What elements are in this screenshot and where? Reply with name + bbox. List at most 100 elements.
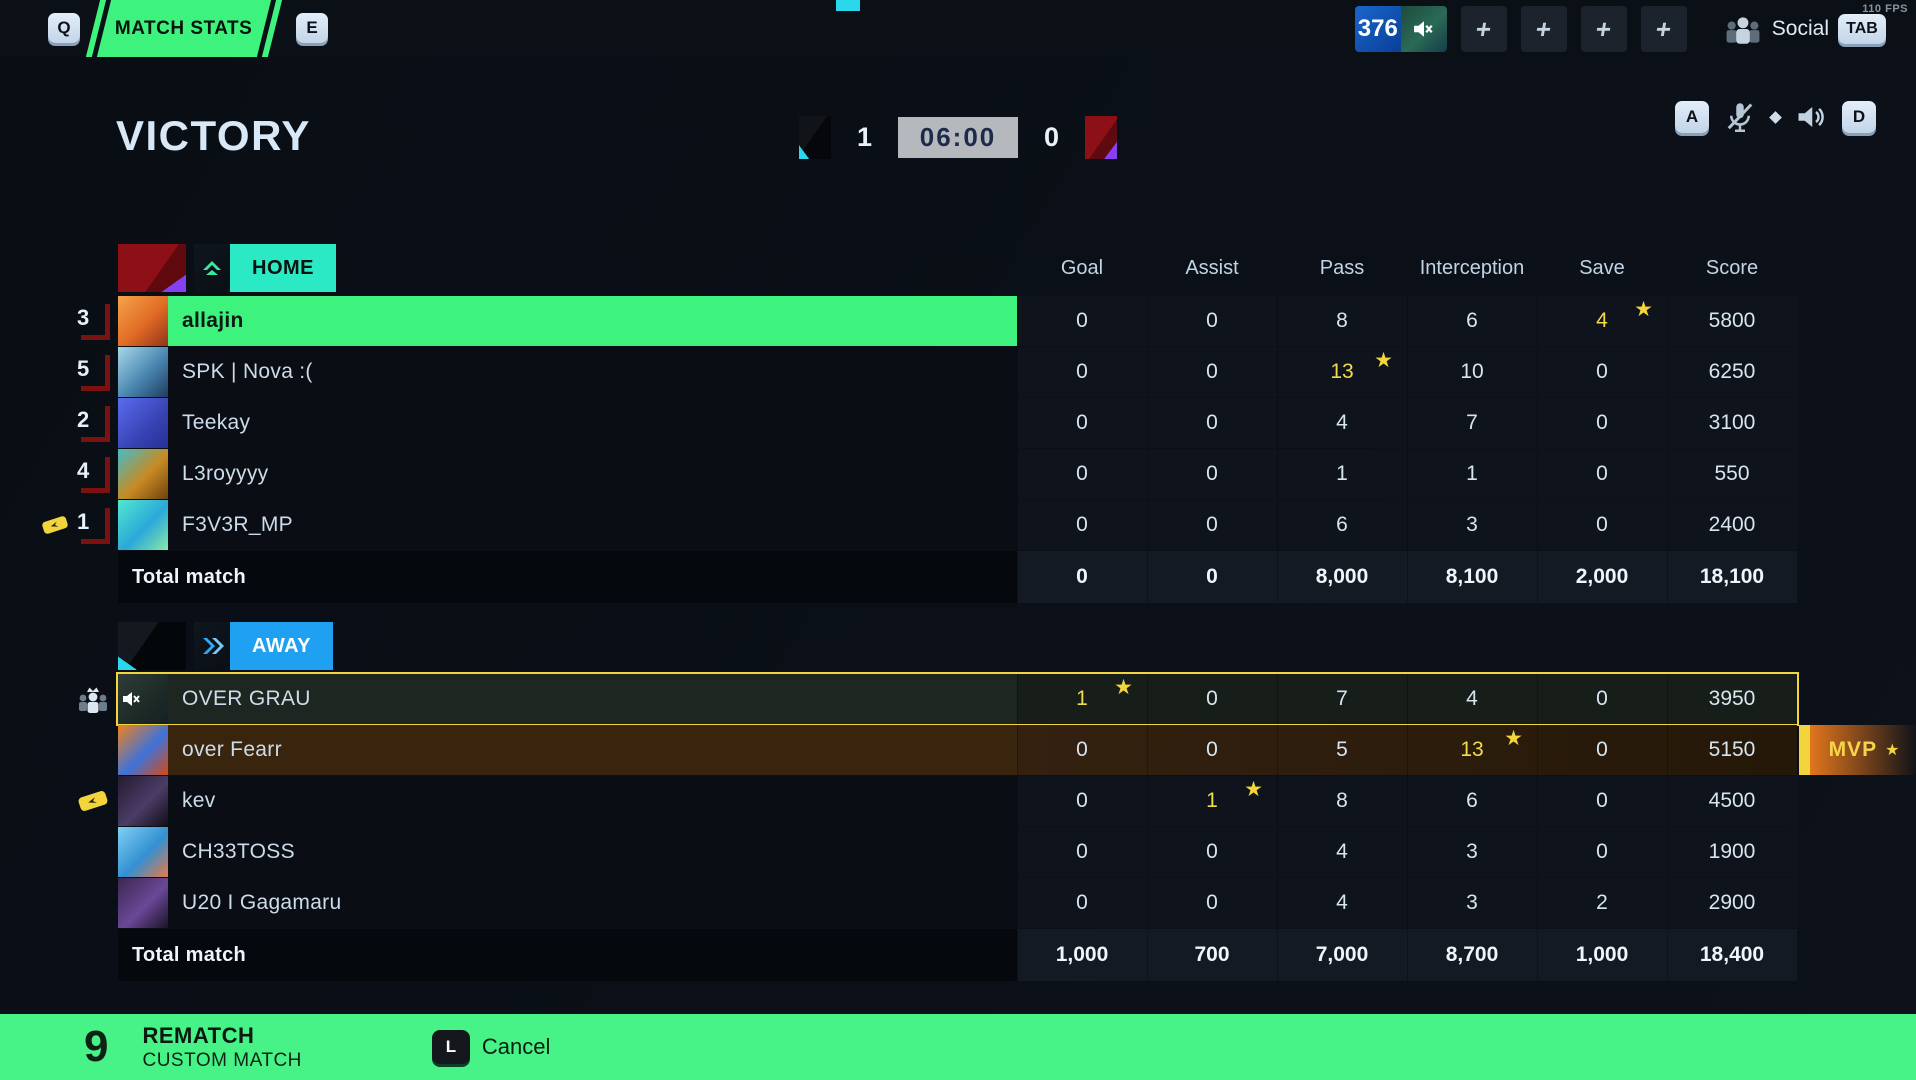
stat-save: 0	[1537, 776, 1667, 826]
stat-interception: 7	[1407, 398, 1537, 448]
social-button[interactable]: Social TAB	[1723, 12, 1886, 46]
player-avatar	[118, 776, 168, 826]
away-player-row[interactable]: over Fearr 0 0 5 13 ★ 0 5150 MVP ★	[40, 725, 1916, 775]
score-right: 0	[1044, 122, 1060, 152]
rematch-button[interactable]: REMATCH CUSTOM MATCH	[142, 1023, 301, 1072]
home-player-row[interactable]: 2 Teekay 0 0 4 7 0 3100	[40, 398, 1797, 448]
stats-table: HOME Goal Assist Pass Interception Save Score…	[40, 240, 1916, 981]
rank-badge: 3	[76, 302, 110, 340]
keycap-e[interactable]: E	[296, 13, 328, 43]
speaker-icon[interactable]	[1796, 102, 1826, 132]
stat-score: 18,400	[1667, 929, 1797, 981]
home-player-row[interactable]: 3 allajin 0 0 8 6 4 ★ 5800	[40, 296, 1797, 346]
topbar-right: 376 + + + + Social TAB	[1354, 6, 1886, 52]
keycap-l[interactable]: L	[431, 1030, 470, 1064]
row-gutter: 4	[40, 449, 118, 499]
row-gutter: 2	[40, 398, 118, 448]
chevron-up-logo-icon	[203, 261, 221, 275]
row-gutter: 1	[40, 500, 118, 550]
away-player-row[interactable]: OVER GRAU 1 ★ 0 7 4 0 3950	[40, 674, 1797, 724]
stat-score: 2900	[1667, 878, 1797, 928]
player-name: over Fearr	[182, 738, 282, 761]
player-avatar	[118, 827, 168, 877]
stat-interception: 4	[1407, 674, 1537, 724]
stat-save: 0	[1537, 347, 1667, 397]
stat-score: 1900	[1667, 827, 1797, 877]
ticket-icon	[78, 791, 108, 811]
away-player-row[interactable]: kev 0 1 ★ 8 6 0 4500	[40, 776, 1797, 826]
stat-score: 5150	[1667, 725, 1797, 775]
column-header-assist: Assist	[1185, 256, 1239, 279]
away-player-row[interactable]: U20 I Gagamaru 0 0 4 3 2 2900	[40, 878, 1797, 928]
mvp-badge: MVP ★	[1797, 725, 1916, 775]
player-stats: 0 0 5 13 ★ 0 5150	[1017, 725, 1797, 775]
stat-goal: 0	[1017, 296, 1147, 346]
stat-score: 5800	[1667, 296, 1797, 346]
stat-assist: 0	[1147, 725, 1277, 775]
player-stats: 0 0 6 3 0 2400	[1017, 500, 1797, 550]
ping-counter: 376	[1354, 6, 1401, 52]
row-gutter	[40, 725, 118, 775]
stat-save: 0	[1537, 725, 1667, 775]
plus-icon: +	[1473, 14, 1495, 44]
rank-badge: 5	[76, 353, 110, 391]
away-team-logo	[194, 622, 230, 670]
empty-party-slot[interactable]: +	[1520, 6, 1567, 52]
empty-party-slot[interactable]: +	[1640, 6, 1687, 52]
row-gutter	[40, 674, 118, 724]
keycap-d[interactable]: D	[1842, 101, 1876, 133]
stat-assist: 0	[1147, 347, 1277, 397]
stat-save: 0	[1537, 449, 1667, 499]
empty-party-slot[interactable]: +	[1580, 6, 1627, 52]
stat-pass: 8	[1277, 296, 1407, 346]
mvp-label: MVP	[1828, 738, 1878, 761]
match-timer: 06:00	[898, 117, 1018, 158]
player-stats: 0 0 1 1 0 550	[1017, 449, 1797, 499]
stat-pass: 4	[1277, 827, 1407, 877]
away-player-row[interactable]: CH33TOSS 0 0 4 3 0 1900	[40, 827, 1797, 877]
cancel-button[interactable]: Cancel	[481, 1034, 551, 1059]
keycap-tab[interactable]: TAB	[1838, 14, 1886, 44]
player-name: F3V3R_MP	[182, 513, 293, 536]
stat-save: 0	[1537, 827, 1667, 877]
star-icon: ★	[1634, 298, 1653, 321]
keycap-a[interactable]: A	[1675, 101, 1709, 133]
stat-goal: 0	[1017, 500, 1147, 550]
row-gutter	[40, 776, 118, 826]
top-bar: Q MATCH STATS E 376 + + + +	[0, 0, 1916, 57]
stat-pass: 7	[1277, 674, 1407, 724]
stat-assist: 0	[1147, 296, 1277, 346]
stat-save: 0	[1537, 674, 1667, 724]
stat-goal: 0	[1017, 878, 1147, 928]
player-avatar	[118, 449, 168, 499]
player-stats: 0 0 13 ★ 10 0 6250	[1017, 347, 1797, 397]
mic-muted-icon[interactable]	[1725, 100, 1755, 134]
player-avatar	[118, 674, 168, 724]
own-avatar-muted-tile[interactable]	[1400, 6, 1447, 52]
home-team-flag	[118, 244, 186, 292]
home-player-row[interactable]: 4 L3royyyy 0 0 1 1 0 550	[40, 449, 1797, 499]
stat-score: 3100	[1667, 398, 1797, 448]
home-player-row[interactable]: 5 SPK | Nova :( 0 0 13 ★ 10 0 6250	[40, 347, 1797, 397]
stat-score: 550	[1667, 449, 1797, 499]
player-stats: 0 0 4 3 2 2900	[1017, 878, 1797, 928]
home-player-row[interactable]: 1 F3V3R_MP 0 0 6 3 0 2400	[40, 500, 1797, 550]
stat-goal: 0	[1017, 776, 1147, 826]
tab-match-stats-label: MATCH STATS	[115, 17, 253, 39]
ticket-icon	[42, 516, 68, 534]
stat-pass: 1	[1277, 449, 1407, 499]
stat-interception: 8,100	[1407, 551, 1537, 603]
columns-row: Goal Assist Pass Interception Save Score	[1017, 257, 1797, 280]
column-header-score: Score	[1705, 256, 1759, 279]
stat-pass: 8,000	[1277, 551, 1407, 603]
keycap-q[interactable]: Q	[48, 13, 80, 43]
stat-save: 0	[1537, 398, 1667, 448]
player-name: U20 I Gagamaru	[182, 891, 342, 914]
rank-badge: 1	[76, 506, 110, 544]
tab-match-stats[interactable]: MATCH STATS	[96, 0, 272, 57]
player-stats: 0 0 4 7 0 3100	[1017, 398, 1797, 448]
empty-party-slot[interactable]: +	[1460, 6, 1507, 52]
away-rows: OVER GRAU 1 ★ 0 7 4 0 3950 over Fearr 0 0 5 13 ★ 0 5…	[40, 674, 1916, 928]
away-total-row: Total match 1,000 700 7,000 8,700 1,000 18,40…	[40, 929, 1797, 981]
